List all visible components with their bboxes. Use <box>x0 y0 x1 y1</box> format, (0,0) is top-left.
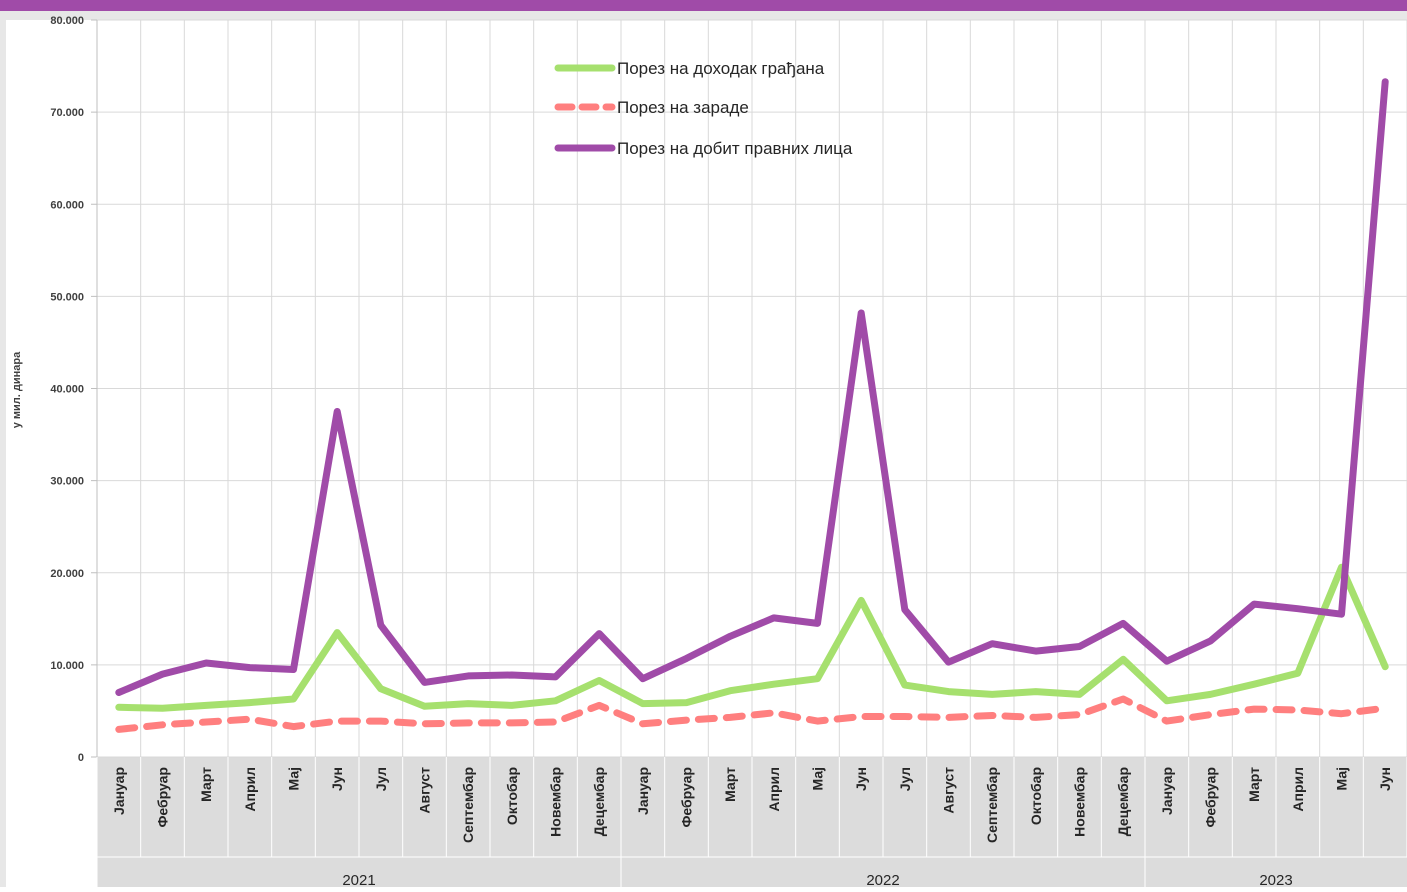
x-axis: Јануар Фебруар Март Април Мај Јун Јул Август Сеп… <box>96 757 1407 889</box>
x-tick-label: Мај <box>1334 767 1350 791</box>
x-tick-label: Фебруар <box>679 767 695 828</box>
y-tick-label: 50.000 <box>50 291 84 303</box>
legend: Порез на доходак грађана Порез на зараде П… <box>554 59 853 158</box>
x-tick-label: Јун <box>853 767 869 791</box>
x-tick-label: Мај <box>286 767 302 791</box>
x-tick-label: Октобар <box>1028 767 1044 825</box>
y-tick-label: 70.000 <box>50 107 84 119</box>
series-line-0 <box>115 563 1389 712</box>
y-tick-label: 80.000 <box>50 15 84 27</box>
x-tick-label: Април <box>1290 767 1306 812</box>
x-tick-label: Децембар <box>591 767 607 836</box>
x-tick-label: Фебруар <box>155 767 171 828</box>
x-tick-label: Март <box>198 767 214 802</box>
x-tick-label: Јун <box>329 767 345 791</box>
y-tick-label: 30.000 <box>50 476 84 488</box>
top-edge-strip <box>6 11 1407 20</box>
year-group-label: 2022 <box>866 872 899 887</box>
legend-label: Порез на добит правних лица <box>617 139 853 158</box>
gridlines <box>96 19 1407 758</box>
x-tick-label: Мај <box>810 767 826 791</box>
x-tick-label: Јул <box>897 767 913 791</box>
x-tick-label: Јануар <box>1159 767 1175 815</box>
y-axis-label: у мил. динара <box>11 351 23 428</box>
x-tick-label: Септембар <box>460 767 476 843</box>
x-tick-label: Новембар <box>1072 767 1088 837</box>
x-tick-label: Април <box>766 767 782 812</box>
y-tick-label: 20.000 <box>50 568 84 580</box>
series-lines <box>115 78 1389 733</box>
x-tick-label: Август <box>941 767 957 814</box>
year-group-label: 2023 <box>1259 872 1292 887</box>
x-tick-label: Март <box>722 767 738 802</box>
year-group-label: 2021 <box>342 872 375 887</box>
y-tick-label: 0 <box>78 752 84 764</box>
y-tick-label: 60.000 <box>50 199 84 211</box>
left-edge-strip <box>0 11 6 887</box>
series-line-2 <box>115 78 1389 696</box>
series-line-1 <box>115 695 1389 733</box>
header-band <box>0 0 1407 11</box>
x-tick-label: Фебруар <box>1203 767 1219 828</box>
y-tick-label: 40.000 <box>50 384 84 396</box>
y-axis: 0 10.000 20.000 30.000 40.000 50.000 60.000 70.… <box>50 15 98 887</box>
x-tick-label: Август <box>417 767 433 814</box>
x-tick-label: Октобар <box>504 767 520 825</box>
x-tick-label: Април <box>242 767 258 812</box>
x-tick-label: Септембар <box>984 767 1000 843</box>
y-tick-label: 10.000 <box>50 660 84 672</box>
x-tick-label: Децембар <box>1115 767 1131 836</box>
x-tick-label: Јануар <box>111 767 127 815</box>
x-tick-label: Јун <box>1377 767 1393 791</box>
x-tick-label: Новембар <box>548 767 564 837</box>
x-tick-label: Јул <box>373 767 389 791</box>
x-tick-label: Јануар <box>635 767 651 815</box>
legend-label: Порез на доходак грађана <box>617 59 825 78</box>
legend-label: Порез на зараде <box>617 98 749 117</box>
x-tick-label: Март <box>1246 767 1262 802</box>
